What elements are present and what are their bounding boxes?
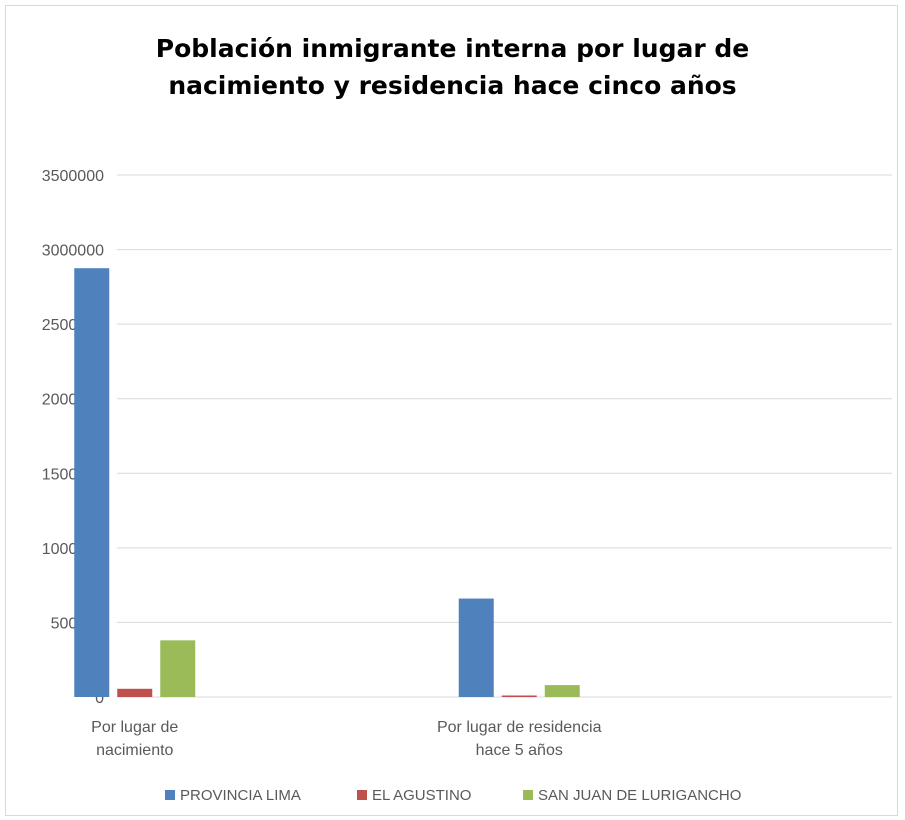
y-tick-label: 0 [95, 690, 104, 707]
y-tick-label: 3500000 [42, 168, 104, 185]
legend-swatch [165, 790, 175, 800]
bar-provincia-lima [74, 268, 110, 697]
chart-area [5, 5, 898, 816]
x-tick-label: Por lugar de residencia [437, 719, 602, 736]
bar-provincia-lima [458, 598, 494, 697]
x-tick-label: nacimiento [96, 742, 173, 759]
legend-swatch [523, 790, 533, 800]
bar-san-juan-de-lurigancho [544, 685, 580, 697]
legend-label: PROVINCIA LIMA [180, 787, 301, 804]
legend-label: EL AGUSTINO [372, 787, 471, 804]
chart-title: Población inmigrante interna por lugar d… [155, 34, 750, 100]
legend-swatch [357, 790, 367, 800]
x-tick-label: hace 5 años [476, 742, 563, 759]
legend-label: SAN JUAN DE LURIGANCHO [538, 787, 741, 804]
bar-el-agustino [501, 695, 537, 697]
bar-san-juan-de-lurigancho [160, 640, 196, 697]
y-tick-label: 3000000 [42, 243, 104, 260]
x-tick-label: Por lugar de [91, 719, 178, 736]
bar-el-agustino [117, 688, 153, 697]
